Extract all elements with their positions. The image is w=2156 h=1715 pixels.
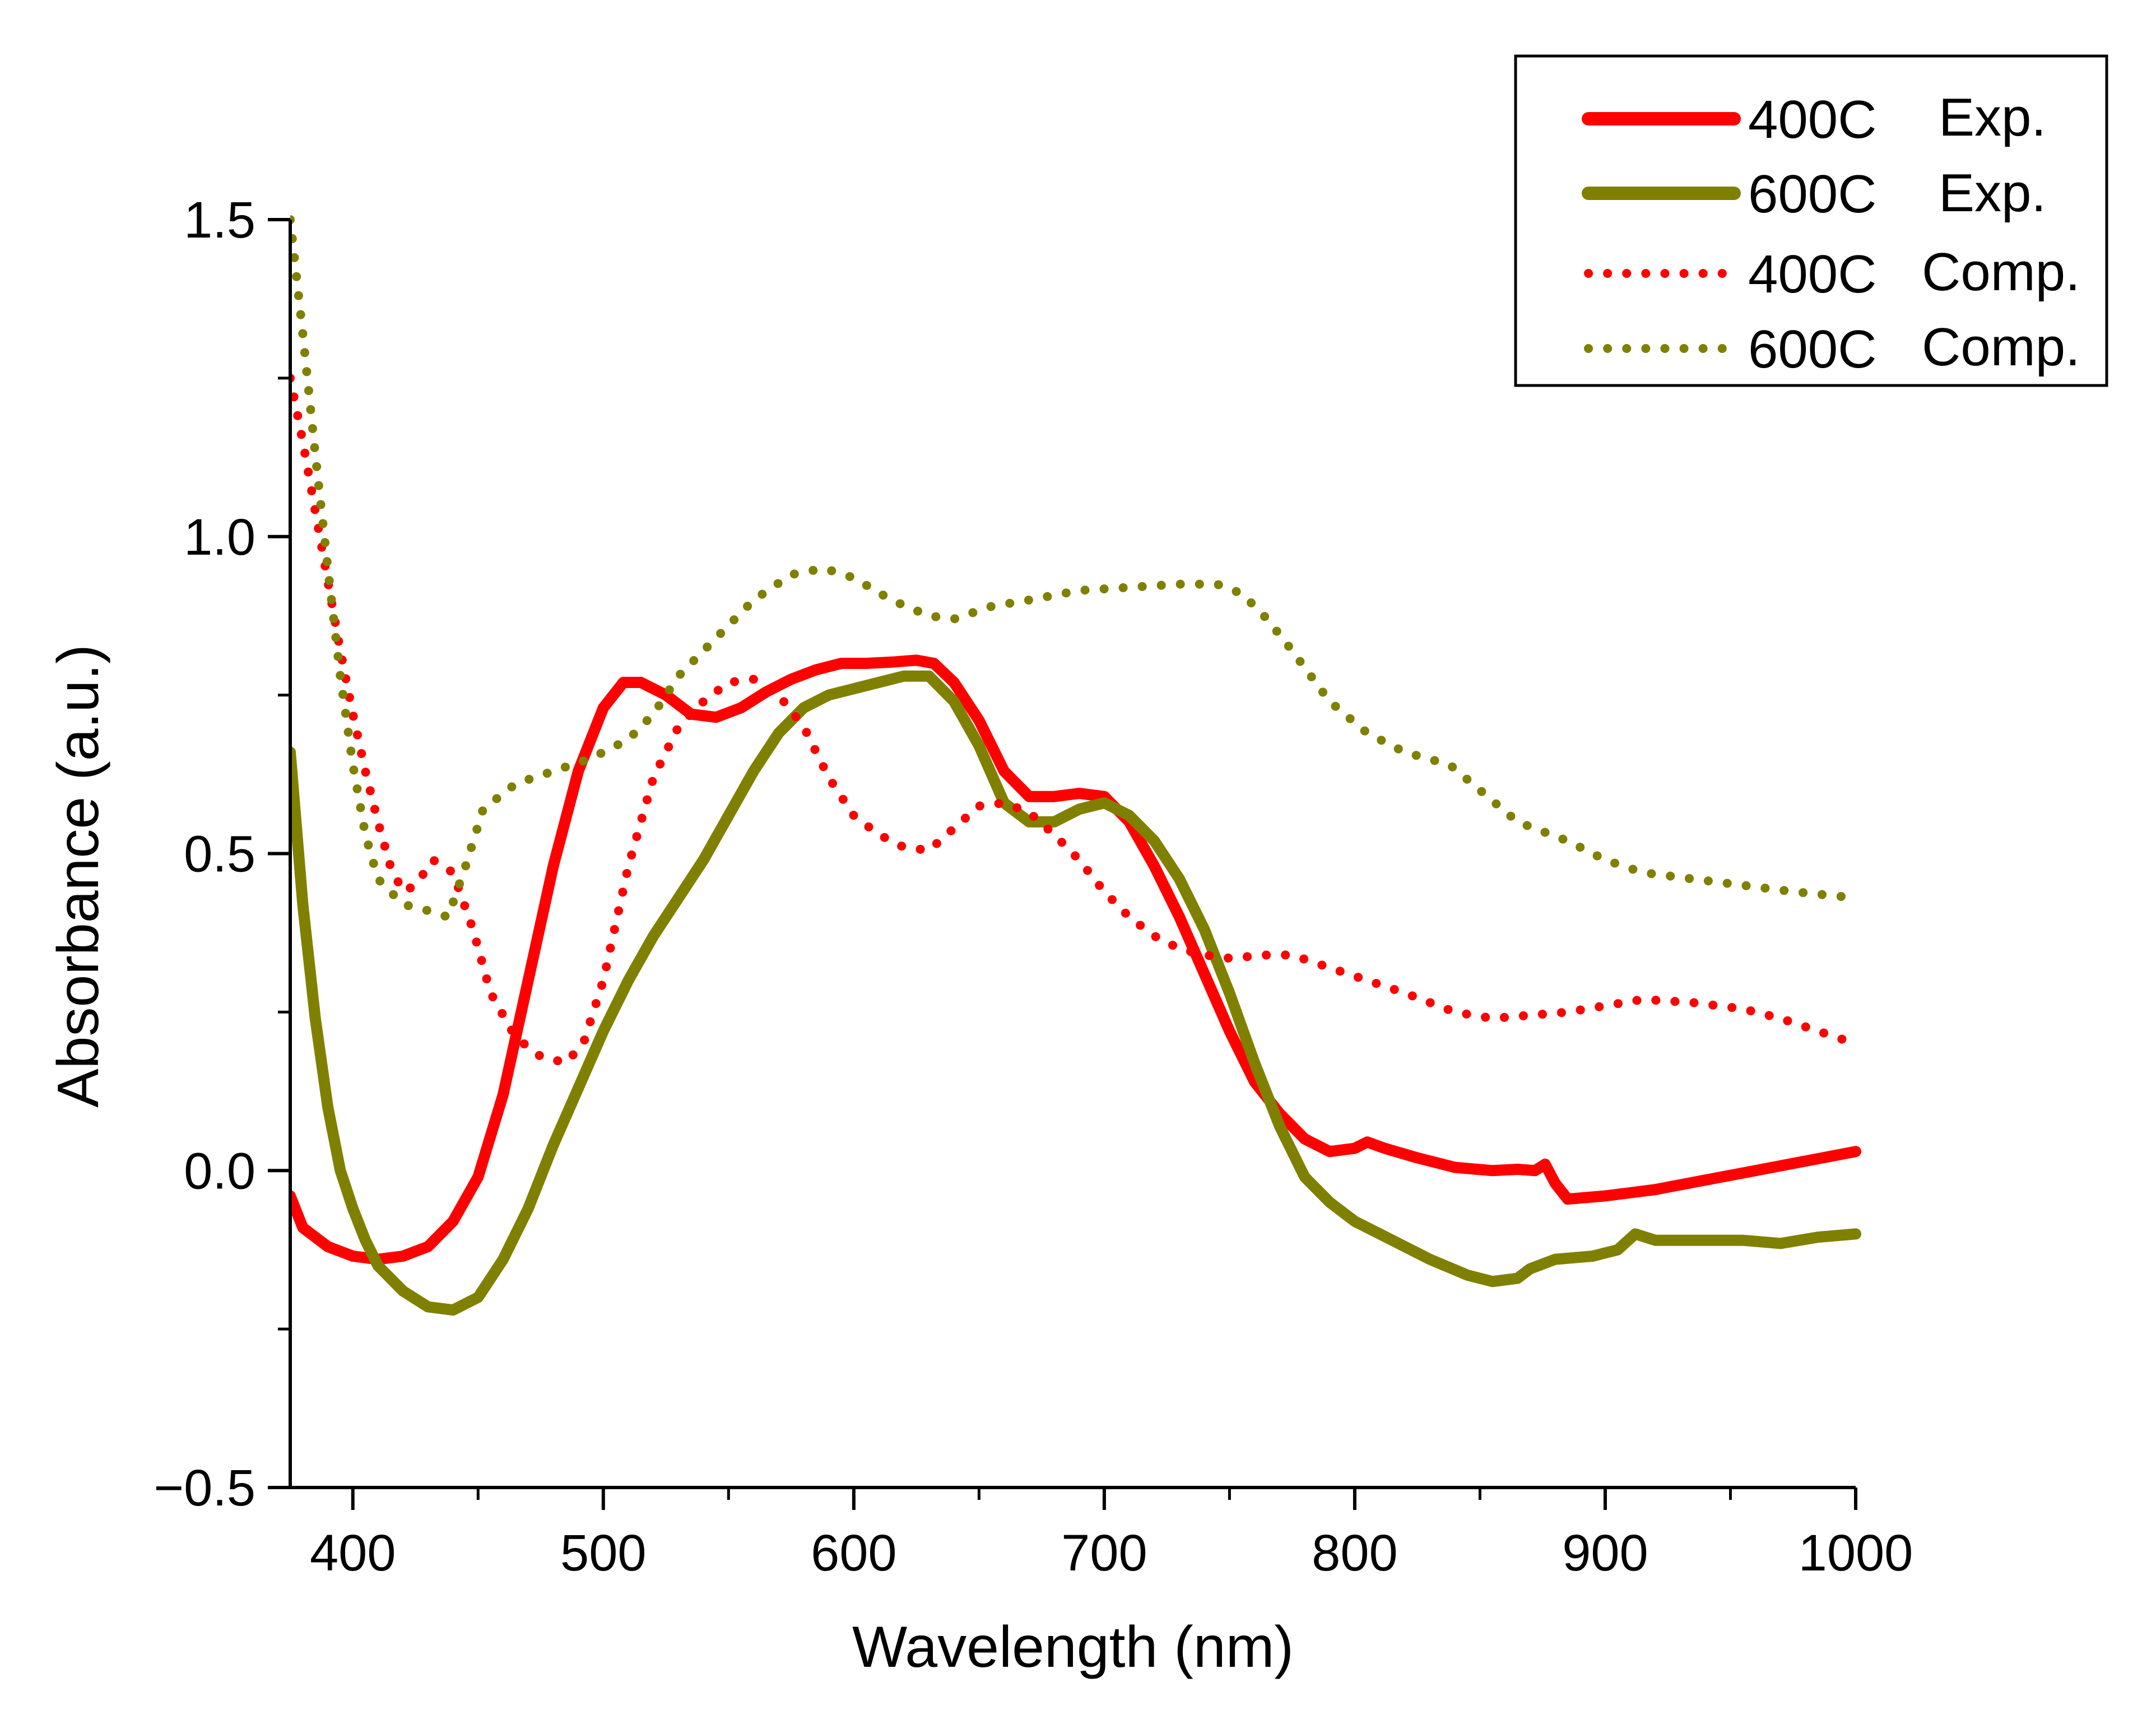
x-tick-label: 600	[811, 1525, 897, 1582]
series-group	[290, 215, 1861, 1316]
x-axis-label: Wavelength (nm)	[852, 1615, 1294, 1680]
legend-label: 600C	[1748, 319, 1877, 379]
x-tick-label: 400	[310, 1525, 396, 1582]
legend: 400C Exp. 600C Exp. 400C Comp. 600C Comp.	[1514, 54, 2108, 387]
legend-entries: 400C Exp. 600C Exp. 400C Comp. 600C Comp.	[1582, 87, 2080, 379]
legend-label-suffix: Exp.	[1939, 87, 2046, 147]
legend-label: 400C	[1748, 244, 1877, 304]
legend-label-suffix: Exp.	[1939, 163, 2046, 223]
y-tick-label: 0.0	[184, 1142, 255, 1200]
series-layer	[290, 215, 1861, 1316]
x-tick-label: 1000	[1799, 1525, 1913, 1582]
x-tick-label: 800	[1312, 1525, 1398, 1582]
x-tick-label: 500	[560, 1525, 647, 1582]
x-tick-label: 900	[1562, 1525, 1648, 1582]
series-line-600c-exp	[290, 670, 1861, 1316]
legend-label: 600C	[1748, 164, 1877, 224]
y-tick-label: −0.5	[154, 1460, 255, 1517]
y-ticks: −0.5 0.0 0.5 1.0 1.5	[154, 192, 290, 1517]
x-tick-label: 700	[1061, 1525, 1147, 1582]
legend-label: 400C	[1748, 90, 1877, 150]
legend-box	[1514, 54, 2108, 387]
y-axis-label: Absorbance (a.u.)	[46, 644, 111, 1108]
series-line-400c-exp	[290, 654, 1861, 1265]
y-tick-label: 1.5	[184, 192, 255, 249]
y-tick-label: 0.5	[184, 826, 255, 883]
y-tick-label: 1.0	[184, 509, 255, 566]
x-ticks: 400 500 600 700 800 900 1000	[310, 1488, 1913, 1582]
legend-label-suffix: Comp.	[1922, 317, 2080, 377]
series-line-600c-comp	[290, 215, 1860, 922]
legend-label-suffix: Comp.	[1922, 242, 2080, 302]
